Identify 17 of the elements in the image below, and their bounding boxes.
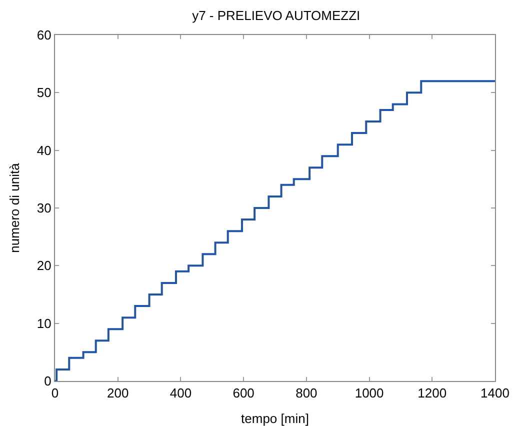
x-tick-label: 1400 xyxy=(480,386,510,401)
y-tick-label: 10 xyxy=(36,316,52,331)
y-tick-label: 40 xyxy=(36,142,52,158)
y-axis-title: numero di unità xyxy=(7,162,22,253)
y-tick-label: 60 xyxy=(36,28,52,43)
y-tick-label: 20 xyxy=(36,258,52,274)
y-tick-label: 50 xyxy=(36,85,52,100)
x-axis-title: tempo [min] xyxy=(241,411,309,426)
x-tick-label: 800 xyxy=(296,386,318,401)
x-tick-label: 400 xyxy=(170,386,192,401)
x-tick-label: 1000 xyxy=(354,386,384,401)
y-tick-label: 30 xyxy=(36,200,52,216)
chart-title: y7 - PRELIEVO AUTOMEZZI xyxy=(192,8,360,23)
x-tick-label: 200 xyxy=(107,386,129,401)
x-tick-label: 600 xyxy=(232,386,254,401)
x-tick-label: 1200 xyxy=(418,386,447,401)
y-tick-label: 0 xyxy=(44,374,52,389)
